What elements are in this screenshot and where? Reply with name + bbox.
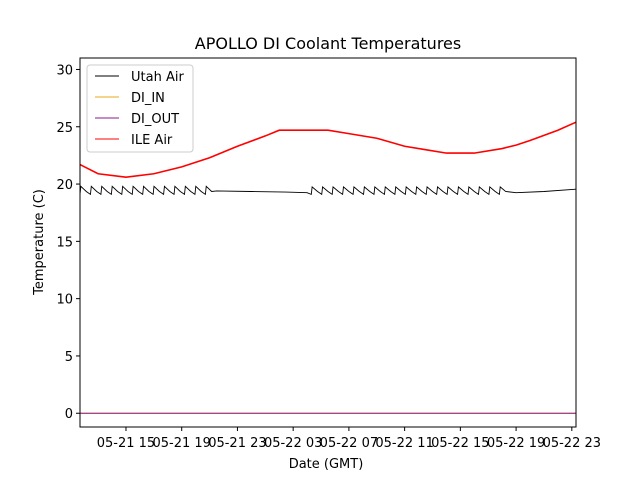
legend: Utah Air DI_IN DI_OUT ILE Air xyxy=(86,64,194,153)
y-tick-label: 5 xyxy=(65,350,73,365)
legend-label: Utah Air xyxy=(131,70,184,85)
x-tick-label: 05-22 19 xyxy=(487,436,545,451)
y-tick-label: 30 xyxy=(56,63,73,78)
x-tick-label: 05-22 03 xyxy=(264,436,322,451)
x-axis-label: Date (GMT) xyxy=(289,457,364,472)
x-tick-label: 05-21 19 xyxy=(152,436,210,451)
x-tick-label: 05-21 23 xyxy=(208,436,266,451)
series-line-ile-air xyxy=(79,121,577,178)
legend-label: ILE Air xyxy=(131,133,173,148)
x-tick-label: 05-22 07 xyxy=(320,436,378,451)
y-tick-label: 20 xyxy=(56,178,73,193)
x-tick-label: 05-22 23 xyxy=(543,436,601,451)
x-tick-label: 05-22 11 xyxy=(375,436,433,451)
y-tick-label: 0 xyxy=(65,407,73,422)
y-tick-label: 25 xyxy=(56,121,73,136)
series-layer xyxy=(79,121,577,414)
y-tick-label: 15 xyxy=(56,235,73,250)
chart-title: APOLLO DI Coolant Temperatures xyxy=(195,34,461,53)
series-line-utah-air xyxy=(79,185,577,196)
y-axis: 0 5 10 15 20 25 30 xyxy=(56,63,80,422)
legend-label: DI_IN xyxy=(131,91,165,106)
legend-frame xyxy=(86,64,194,153)
x-tick-label: 05-21 15 xyxy=(97,436,155,451)
y-axis-label: Temperature (C) xyxy=(32,189,47,296)
x-tick-label: 05-22 15 xyxy=(431,436,489,451)
y-tick-label: 10 xyxy=(56,293,73,308)
legend-label: DI_OUT xyxy=(131,112,179,127)
plot-frame xyxy=(79,57,577,428)
